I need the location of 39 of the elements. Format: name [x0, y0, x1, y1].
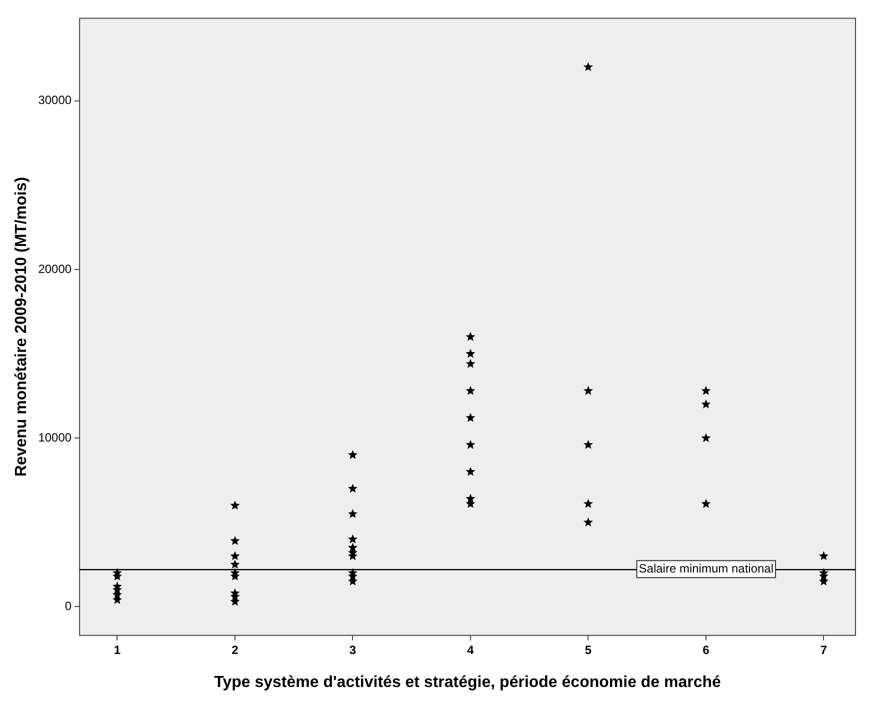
- point: [466, 466, 476, 476]
- point: [348, 508, 358, 518]
- point: [230, 560, 240, 569]
- x-tick-label: 3: [349, 642, 356, 657]
- point: [230, 551, 240, 560]
- y-tick-label: 30000: [38, 93, 72, 108]
- x-tick-label: 6: [702, 642, 710, 657]
- point: [583, 386, 593, 395]
- point: [583, 517, 593, 526]
- x-tick-label: 7: [820, 642, 828, 657]
- y-tick-label: 10000: [38, 430, 72, 444]
- point: [583, 498, 593, 508]
- point: [466, 348, 476, 358]
- ref-line-label: Salaire minimum national: [638, 561, 774, 576]
- y-tick-label: 0: [64, 599, 72, 614]
- x-tick-label: 2: [232, 642, 239, 657]
- point: [583, 62, 593, 72]
- point: [818, 551, 828, 560]
- y-axis-title: Revenu monétaire 2009-2010 (MT/mois): [13, 176, 30, 477]
- x-tick-label: 1: [114, 642, 121, 657]
- y-tick-label: 20000: [38, 262, 72, 276]
- x-axis-title: Type système d'activités et stratégie, période économie de marché: [214, 674, 722, 691]
- point: [466, 440, 476, 449]
- point: [348, 484, 358, 493]
- point: [701, 386, 711, 395]
- point: [701, 498, 711, 508]
- point: [348, 450, 358, 460]
- point: [466, 358, 476, 368]
- point: [230, 536, 240, 546]
- point: [230, 500, 240, 510]
- point: [466, 386, 476, 395]
- point: [466, 332, 476, 341]
- point: [701, 433, 711, 442]
- x-tick-label: 4: [467, 642, 474, 657]
- point: [701, 399, 711, 408]
- point: [348, 534, 358, 544]
- x-tick-label: 5: [584, 642, 592, 657]
- point: [583, 440, 593, 449]
- point: [466, 412, 476, 422]
